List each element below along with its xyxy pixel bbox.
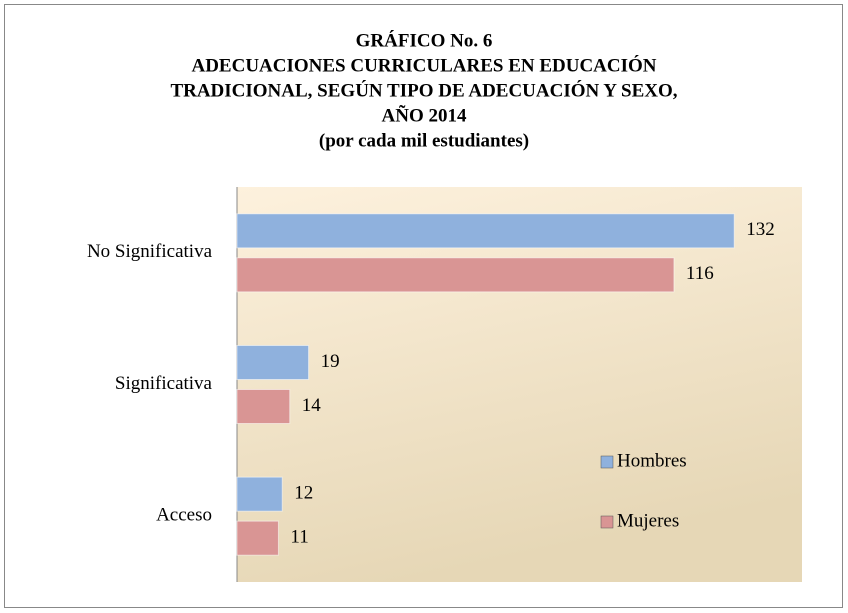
chart-title: TRADICIONAL, SEGÚN TIPO DE ADECUACIÓN Y … bbox=[170, 79, 677, 101]
bar bbox=[236, 520, 279, 556]
chart-title: ADECUACIONES CURRICULARES EN EDUCACIÓN bbox=[191, 54, 656, 76]
bar bbox=[236, 257, 675, 293]
legend-swatch bbox=[600, 455, 614, 469]
chart-title: AÑO 2014 bbox=[382, 104, 467, 126]
bar bbox=[236, 213, 735, 249]
data-label: 19 bbox=[321, 351, 340, 372]
data-label: 12 bbox=[294, 483, 313, 504]
legend-label: Mujeres bbox=[617, 510, 679, 531]
y-tick-label: No Significativa bbox=[87, 241, 213, 262]
legend-swatch bbox=[600, 515, 614, 529]
data-label: 11 bbox=[290, 527, 308, 548]
chart-title: GRÁFICO No. 6 bbox=[356, 29, 493, 51]
plot-area bbox=[237, 187, 802, 582]
y-tick-label: Significativa bbox=[115, 373, 213, 394]
bar bbox=[236, 476, 283, 512]
data-label: 14 bbox=[302, 395, 322, 416]
legend-label: Hombres bbox=[617, 450, 687, 471]
y-tick-label: Acceso bbox=[156, 505, 212, 526]
data-label: 132 bbox=[746, 219, 775, 240]
bar bbox=[236, 345, 310, 380]
bar bbox=[236, 389, 291, 424]
data-label: 116 bbox=[686, 263, 714, 284]
chart-subtitle: (por cada mil estudiantes) bbox=[319, 130, 529, 151]
